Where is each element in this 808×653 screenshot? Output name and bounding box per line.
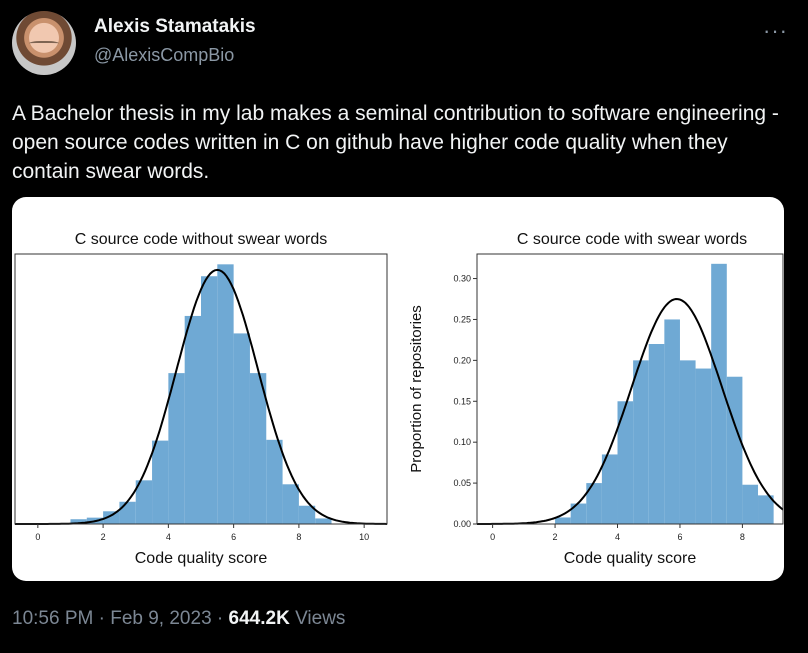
histogram-bar xyxy=(217,264,234,524)
histogram-bar xyxy=(648,344,665,524)
views-label: Views xyxy=(295,608,346,629)
histogram-bar xyxy=(201,276,218,524)
histogram-bar xyxy=(586,483,602,524)
histogram-bar xyxy=(633,360,649,524)
author-name[interactable]: Alexis Stamatakis xyxy=(94,16,256,37)
plot-frame xyxy=(476,253,784,525)
y-tick-label: 0.15 xyxy=(453,396,471,406)
x-tick-label: 6 xyxy=(231,532,236,542)
y-tick-label: 0.00 xyxy=(453,519,471,529)
views-count: 644.2K xyxy=(228,608,290,629)
histogram-bar xyxy=(742,484,759,524)
chart-figure: 0 2 4 6 8 10 C source code without swear words… xyxy=(14,231,784,567)
more-icon[interactable]: ··· xyxy=(763,18,788,43)
histogram-bar xyxy=(664,319,680,524)
histogram-bar xyxy=(617,401,634,524)
meta-separator: · xyxy=(216,608,224,629)
histogram-bar xyxy=(695,368,712,524)
histogram-bar xyxy=(298,505,316,524)
y-tick-label: 0.30 xyxy=(453,274,471,284)
author-handle[interactable]: @AlexisCompBio xyxy=(94,45,235,65)
histogram-bar xyxy=(679,360,696,524)
x-tick-label: 2 xyxy=(553,532,558,542)
x-tick-label: 4 xyxy=(615,532,620,542)
x-tick-label: 8 xyxy=(740,532,745,542)
histogram-bar xyxy=(601,454,618,524)
histogram-bar xyxy=(70,519,87,524)
chart-title: C source code with swear words xyxy=(517,231,747,248)
density-curve xyxy=(477,297,784,525)
y-tick-label: 0.10 xyxy=(453,437,471,447)
tweet-time[interactable]: 10:56 PM xyxy=(12,608,94,629)
tweet-date[interactable]: Feb 9, 2023 xyxy=(110,608,212,629)
histogram-bar xyxy=(119,501,136,524)
tweet-image[interactable]: 0 2 4 6 8 10 C source code without swear words… xyxy=(12,197,784,581)
chart-title: C source code without swear words xyxy=(75,231,328,248)
density-curve xyxy=(15,268,388,525)
x-tick-label: 0 xyxy=(35,532,40,542)
plot-frame xyxy=(14,253,388,525)
histogram-bar xyxy=(103,511,120,524)
histogram-bar xyxy=(233,333,250,524)
x-tick-label: 0 xyxy=(490,532,495,542)
histogram-bar xyxy=(168,373,185,524)
histogram-bar xyxy=(711,263,727,524)
y-tick-label: 0.05 xyxy=(453,478,471,488)
histogram-bar xyxy=(555,517,571,524)
histogram-bar xyxy=(266,439,283,524)
histogram-bar xyxy=(135,480,153,524)
x-tick-label: 2 xyxy=(101,532,106,542)
tweet-text: A Bachelor thesis in my lab makes a semi… xyxy=(12,102,779,183)
histogram-bar xyxy=(282,484,299,524)
histogram-bar xyxy=(152,440,169,524)
y-tick-label: 0.20 xyxy=(453,355,471,365)
x-tick-label: 4 xyxy=(166,532,171,542)
histogram-bar xyxy=(758,495,774,524)
x-tick-label: 8 xyxy=(296,532,301,542)
histogram-bar xyxy=(726,376,743,524)
tweet-meta: 10:56 PM · Feb 9, 2023 · 644.2K Views xyxy=(12,608,345,630)
y-tick-label: 0.25 xyxy=(453,314,471,324)
x-axis-label: Code quality score xyxy=(564,550,697,567)
x-tick-label: 6 xyxy=(677,532,682,542)
avatar[interactable] xyxy=(12,11,76,75)
x-tick-label: 10 xyxy=(359,532,369,542)
histogram-bar xyxy=(249,373,267,524)
meta-separator: · xyxy=(98,608,105,629)
y-axis-label: Proportion of repositories xyxy=(408,305,425,473)
x-axis-label: Code quality score xyxy=(135,550,268,567)
histogram-bar xyxy=(184,315,201,524)
histogram-bar xyxy=(570,503,587,524)
histogram-bar xyxy=(315,518,332,524)
